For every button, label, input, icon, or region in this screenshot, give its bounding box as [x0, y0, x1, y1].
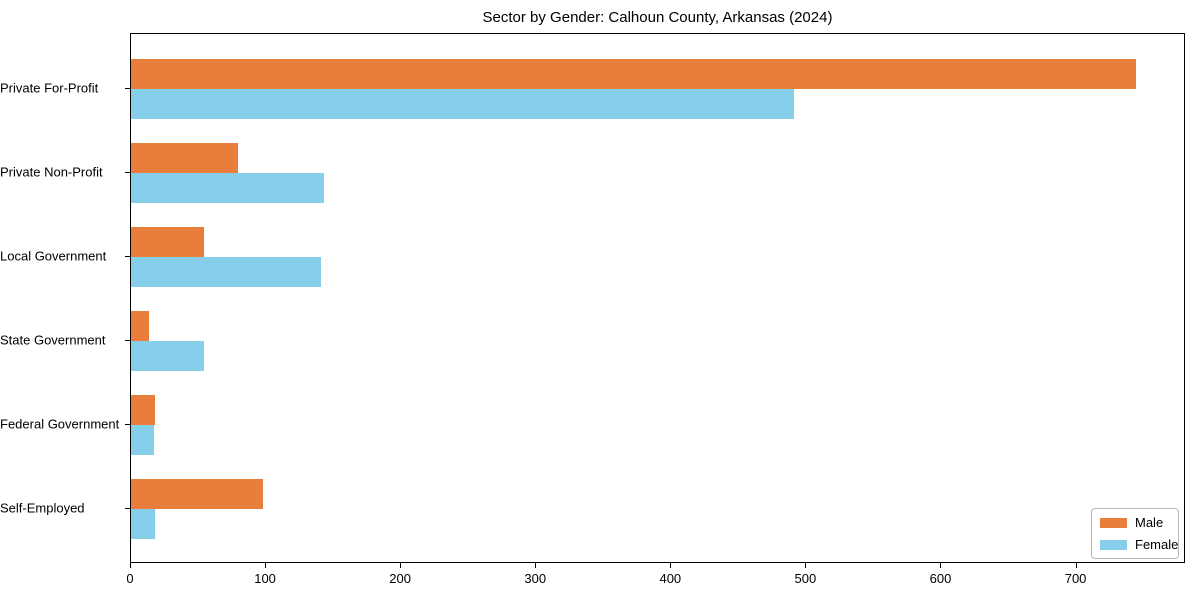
chart-title: Sector by Gender: Calhoun County, Arkans…: [482, 9, 833, 26]
y-tick-mark: [125, 508, 130, 509]
legend-entry-male: Male: [1100, 516, 1170, 529]
x-tick-mark-500: [805, 563, 807, 568]
x-tick-mark-100: [265, 563, 267, 568]
x-tick-mark-0: [130, 563, 131, 568]
bar-female-self-employed: [131, 509, 156, 539]
bar-female-local-government: [131, 257, 322, 287]
x-tick-mark-700: [1075, 563, 1077, 568]
y-axis-label-private-non-profit: Private Non-Profit: [0, 164, 103, 180]
x-tick-mark-400: [670, 563, 672, 568]
plot-area: [130, 33, 1185, 563]
x-tick-mark-600: [940, 563, 942, 568]
x-tick-mark-200: [400, 563, 402, 568]
legend-swatch-male: [1100, 517, 1127, 528]
y-axis-label-state-government: State Government: [0, 332, 106, 348]
legend: Male Female: [1091, 508, 1179, 559]
y-tick-mark: [125, 88, 130, 89]
bar-female-private-for-profit: [131, 89, 795, 119]
x-tick-label-600: 600: [929, 571, 952, 586]
legend-swatch-female: [1100, 539, 1127, 550]
x-tick-mark-300: [535, 563, 537, 568]
bar-male-private-non-profit: [131, 143, 238, 173]
bar-male-federal-government: [131, 395, 156, 425]
bar-female-private-non-profit: [131, 173, 325, 203]
y-axis-label-local-government: Local Government: [0, 248, 107, 264]
bar-male-state-government: [131, 311, 149, 341]
bar-male-local-government: [131, 227, 204, 257]
y-tick-mark: [125, 340, 130, 341]
bar-female-state-government: [131, 341, 204, 371]
x-tick-label-700: 700: [1064, 571, 1087, 586]
legend-label-female: Female: [1135, 537, 1179, 552]
x-tick-label-100: 100: [254, 571, 276, 586]
x-tick-label-0: 0: [126, 571, 134, 586]
bar-male-self-employed: [131, 479, 264, 509]
y-tick-mark: [125, 424, 130, 425]
y-axis-label-federal-government: Federal Government: [0, 416, 120, 432]
y-tick-mark: [125, 256, 130, 257]
bar-male-private-for-profit: [131, 59, 1137, 89]
y-axis-label-private-for-profit: Private For-Profit: [0, 80, 99, 96]
legend-entry-female: Female: [1100, 538, 1178, 551]
y-axis-label-self-employed: Self-Employed: [0, 500, 85, 516]
y-tick-mark: [125, 172, 130, 173]
legend-label-male: Male: [1135, 515, 1164, 530]
x-tick-label-300: 300: [524, 571, 547, 586]
x-tick-label-500: 500: [794, 571, 817, 586]
bar-female-federal-government: [131, 425, 154, 455]
x-tick-label-200: 200: [389, 571, 412, 586]
x-tick-label-400: 400: [659, 571, 682, 586]
